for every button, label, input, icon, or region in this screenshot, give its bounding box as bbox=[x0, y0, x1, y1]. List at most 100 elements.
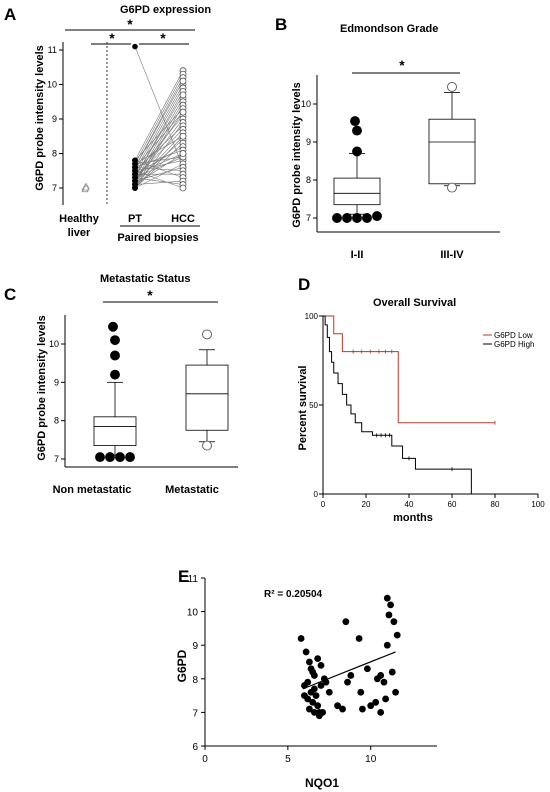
panel-a-cat-liver: liver bbox=[68, 227, 91, 239]
panel-a-pair-line-4 bbox=[134, 84, 184, 171]
panel-e-point-36 bbox=[377, 672, 385, 679]
panel-a-ytick-label-0: 7 bbox=[52, 183, 57, 193]
panel-c-ytick-label-3: 10 bbox=[49, 339, 59, 349]
panel-e-point-9 bbox=[312, 692, 320, 699]
panel-c-star: * bbox=[147, 287, 153, 303]
panel-a-pt-point-39 bbox=[132, 174, 138, 181]
panel-a-points bbox=[81, 43, 187, 193]
panel-d-title: Overall Survival bbox=[373, 297, 456, 309]
panel-e-point-5 bbox=[310, 672, 318, 679]
panel-c-boxes bbox=[93, 321, 229, 463]
panel-e-xtick-label-1: 5 bbox=[285, 754, 291, 765]
panel-a-pair-line-0 bbox=[134, 46, 184, 168]
panel-d-curve-low bbox=[323, 315, 495, 424]
legend-label-high: G6PD High bbox=[494, 340, 534, 349]
panel-e-point-37 bbox=[380, 678, 388, 686]
panel-e-point-0 bbox=[297, 635, 305, 642]
panel-e-point-32 bbox=[359, 705, 366, 713]
panel-e-trendline bbox=[302, 651, 396, 690]
panel-b-ylabel: G6PD probe intensity levels bbox=[291, 82, 303, 228]
panel-a-pair-line-31 bbox=[134, 180, 184, 185]
panel-e-point-33 bbox=[367, 702, 375, 710]
panel-c-ytick-label-2: 9 bbox=[54, 377, 59, 387]
panel-a-ytick-label-2: 9 bbox=[52, 114, 57, 124]
panel-e-point-30 bbox=[355, 635, 363, 642]
panel-a-pt-point-35 bbox=[132, 185, 138, 191]
panel-b-outlier-low-0-0 bbox=[332, 213, 342, 223]
panel-b-ytick-label-3: 10 bbox=[301, 99, 311, 109]
panel-d-xtick-label-3: 60 bbox=[448, 500, 457, 509]
panel-e-ytick-label-2: 8 bbox=[192, 675, 198, 686]
panel-b-box-0 bbox=[333, 177, 381, 206]
panel-e-ytick-label-3: 9 bbox=[192, 641, 198, 652]
panel-d-ytick-label-1: 50 bbox=[309, 401, 318, 410]
panel-d-curve-high bbox=[323, 315, 472, 494]
panel-c-outlier-low-0-3 bbox=[125, 452, 135, 463]
panel-c-outlier-high-0-1 bbox=[110, 335, 120, 346]
panel-c-outlier-low-1-0 bbox=[202, 440, 212, 451]
panel-e-xtick-label-2: 10 bbox=[365, 754, 377, 765]
panel-c-outlier-low-0-0 bbox=[95, 452, 105, 463]
panel-e-point-20 bbox=[322, 678, 330, 686]
panel-e-ytick-label-4: 10 bbox=[187, 608, 199, 619]
panel-e-point-27 bbox=[344, 678, 351, 686]
panel-a-ylabel: G6PD probe intensity levels bbox=[34, 45, 46, 191]
panel-e-ytick-label-5: 11 bbox=[188, 574, 199, 585]
panel-c-outlier-high-1-0 bbox=[202, 329, 212, 340]
panel-b: Edmondson Grade G6PD probe intensity lev… bbox=[291, 23, 500, 261]
panel-e-point-1 bbox=[302, 648, 310, 656]
panel-e-xlabel: NQO1 bbox=[305, 776, 339, 790]
panel-c-outlier-high-0-0 bbox=[108, 321, 118, 332]
panel-a-pt-point-38 bbox=[132, 164, 138, 171]
panel-a-pair-line-37 bbox=[134, 153, 184, 175]
legend-label-low: G6PD Low bbox=[494, 331, 533, 340]
panel-a-hcc-point-36 bbox=[179, 108, 187, 116]
panel-a-pair-line-32 bbox=[134, 177, 184, 185]
panel-b-outlier-low-1-0 bbox=[447, 182, 457, 193]
panel-e-point-46 bbox=[377, 709, 385, 716]
panel-e-ylabel: G6PD bbox=[175, 649, 189, 682]
panel-a-title: G6PD expression bbox=[120, 4, 211, 16]
panel-d-ytick-label-0: 0 bbox=[314, 490, 319, 499]
panel-a-hcc-point-37 bbox=[179, 150, 187, 157]
panel-c-ytick-label-1: 8 bbox=[54, 416, 59, 426]
panel-d-xtick-label-5: 100 bbox=[531, 500, 545, 509]
panel-a-healthy-point-3 bbox=[82, 184, 90, 191]
panel-e-ytick-label-1: 7 bbox=[192, 708, 198, 719]
panel-a-hcc-point-38 bbox=[179, 77, 187, 85]
panel-b-outlier-high-0-1 bbox=[352, 125, 362, 136]
panel-a-cat-healthy: Healthy bbox=[59, 213, 100, 225]
panel-a-yticks: 7 8 9 10 11 bbox=[47, 45, 63, 193]
panel-b-outlier-low-0-4 bbox=[372, 211, 382, 222]
panel-letter-a: A bbox=[4, 5, 16, 24]
panel-e-point-13 bbox=[310, 709, 318, 716]
panel-e-point-42 bbox=[393, 631, 401, 639]
panel-c-yticks: 7 8 9 10 bbox=[49, 339, 65, 464]
panel-e-point-34 bbox=[372, 698, 380, 706]
panel-d-ytick-label-2: 100 bbox=[305, 312, 319, 321]
panel-e-ytick-label-0: 6 bbox=[192, 742, 198, 753]
panel-c-outlier-high-0-2 bbox=[110, 350, 120, 361]
panel-a-pair-line-25 bbox=[134, 160, 184, 172]
panel-d-ylabel: Percent survival bbox=[297, 366, 309, 451]
panel-a-pair-line-38 bbox=[134, 80, 184, 168]
panel-a-pair-line-10 bbox=[134, 108, 184, 161]
panel-e-point-28 bbox=[347, 672, 355, 679]
panel-a-pair-line-35 bbox=[134, 136, 184, 189]
panel-letter-c: C bbox=[4, 285, 16, 304]
panel-letter-b: B bbox=[275, 15, 287, 34]
panel-a-ytick-label-4: 11 bbox=[48, 45, 57, 55]
panel-e-point-44 bbox=[388, 668, 396, 676]
panel-e-point-49 bbox=[382, 695, 390, 703]
panel-b-cat-2: III-IV bbox=[440, 249, 464, 261]
panel-e-point-11 bbox=[314, 702, 322, 710]
panel-e-xtick-label-0: 0 bbox=[202, 754, 208, 765]
panel-a-cat-hcc: HCC bbox=[171, 213, 195, 225]
panel-c-outlier-high-0-3 bbox=[110, 369, 120, 380]
panel-e-point-7 bbox=[301, 682, 308, 689]
panel-b-title: Edmondson Grade bbox=[340, 23, 438, 35]
panel-a-star-top: * bbox=[127, 16, 133, 32]
panel-c-box-0 bbox=[93, 416, 137, 446]
panel-e-point-31 bbox=[357, 688, 365, 696]
